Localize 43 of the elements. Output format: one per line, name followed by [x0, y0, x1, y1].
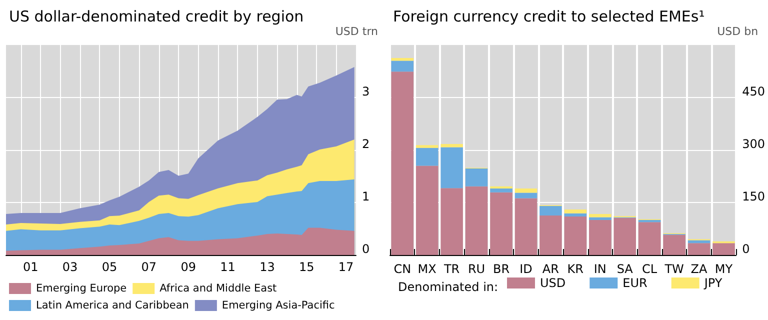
y-tick-label: 450 [742, 84, 765, 98]
x-tick-label: ID [520, 262, 532, 276]
y-tick-label: 1 [362, 190, 370, 204]
legend-label: USD [540, 276, 566, 290]
x-tick-label: BR [492, 262, 510, 276]
x-tick-label: ZA [690, 262, 708, 276]
x-tick-label: TW [664, 262, 684, 276]
y-tick-label: 300 [742, 137, 765, 151]
x-tick-label: 01 [22, 260, 38, 274]
y-tick-label: 150 [742, 190, 765, 204]
x-tick-label: KR [567, 262, 584, 276]
legend-label: EUR [622, 276, 648, 290]
x-tick-label: RU [468, 262, 486, 276]
legend-label: Emerging Asia-Pacific [222, 300, 336, 312]
y-tick-label: 3 [362, 84, 370, 98]
x-tick-label: CL [642, 262, 658, 276]
legend-label: Africa and Middle East [160, 282, 277, 294]
x-tick-label: 17 [338, 260, 354, 274]
x-tick-label: 13 [260, 260, 275, 274]
x-tick-label: MY [714, 262, 734, 276]
x-tick-label: 15 [298, 260, 314, 274]
x-tick-label: 07 [141, 260, 157, 274]
legend-label: JPY [703, 276, 723, 290]
y-tick-label: 2 [362, 137, 370, 151]
legend-label: Latin America and Caribbean [36, 300, 189, 312]
y-tick-label: 0 [742, 242, 750, 256]
chart-title: Foreign currency credit to selected EMEs¹ [393, 8, 705, 26]
x-tick-label: AR [542, 262, 559, 276]
legend-label: Emerging Europe [36, 282, 127, 294]
x-tick-label: MX [418, 262, 436, 276]
x-tick-label: 05 [102, 260, 118, 274]
y-axis-title: USD trn [335, 25, 378, 38]
x-tick-label: 03 [62, 260, 78, 274]
x-tick-label: SA [616, 262, 634, 276]
x-tick-label: CN [394, 262, 412, 276]
x-tick-label: IN [594, 262, 606, 276]
x-tick-label: TR [442, 262, 460, 276]
legend-title: Denominated in: [398, 280, 498, 294]
y-tick-label: 0 [362, 242, 370, 256]
x-tick-label: 09 [180, 260, 196, 274]
x-tick-label: 11 [220, 260, 236, 274]
chart-title: US dollar-denominated credit by region [9, 8, 304, 26]
y-axis-title: USD bn [717, 25, 758, 38]
